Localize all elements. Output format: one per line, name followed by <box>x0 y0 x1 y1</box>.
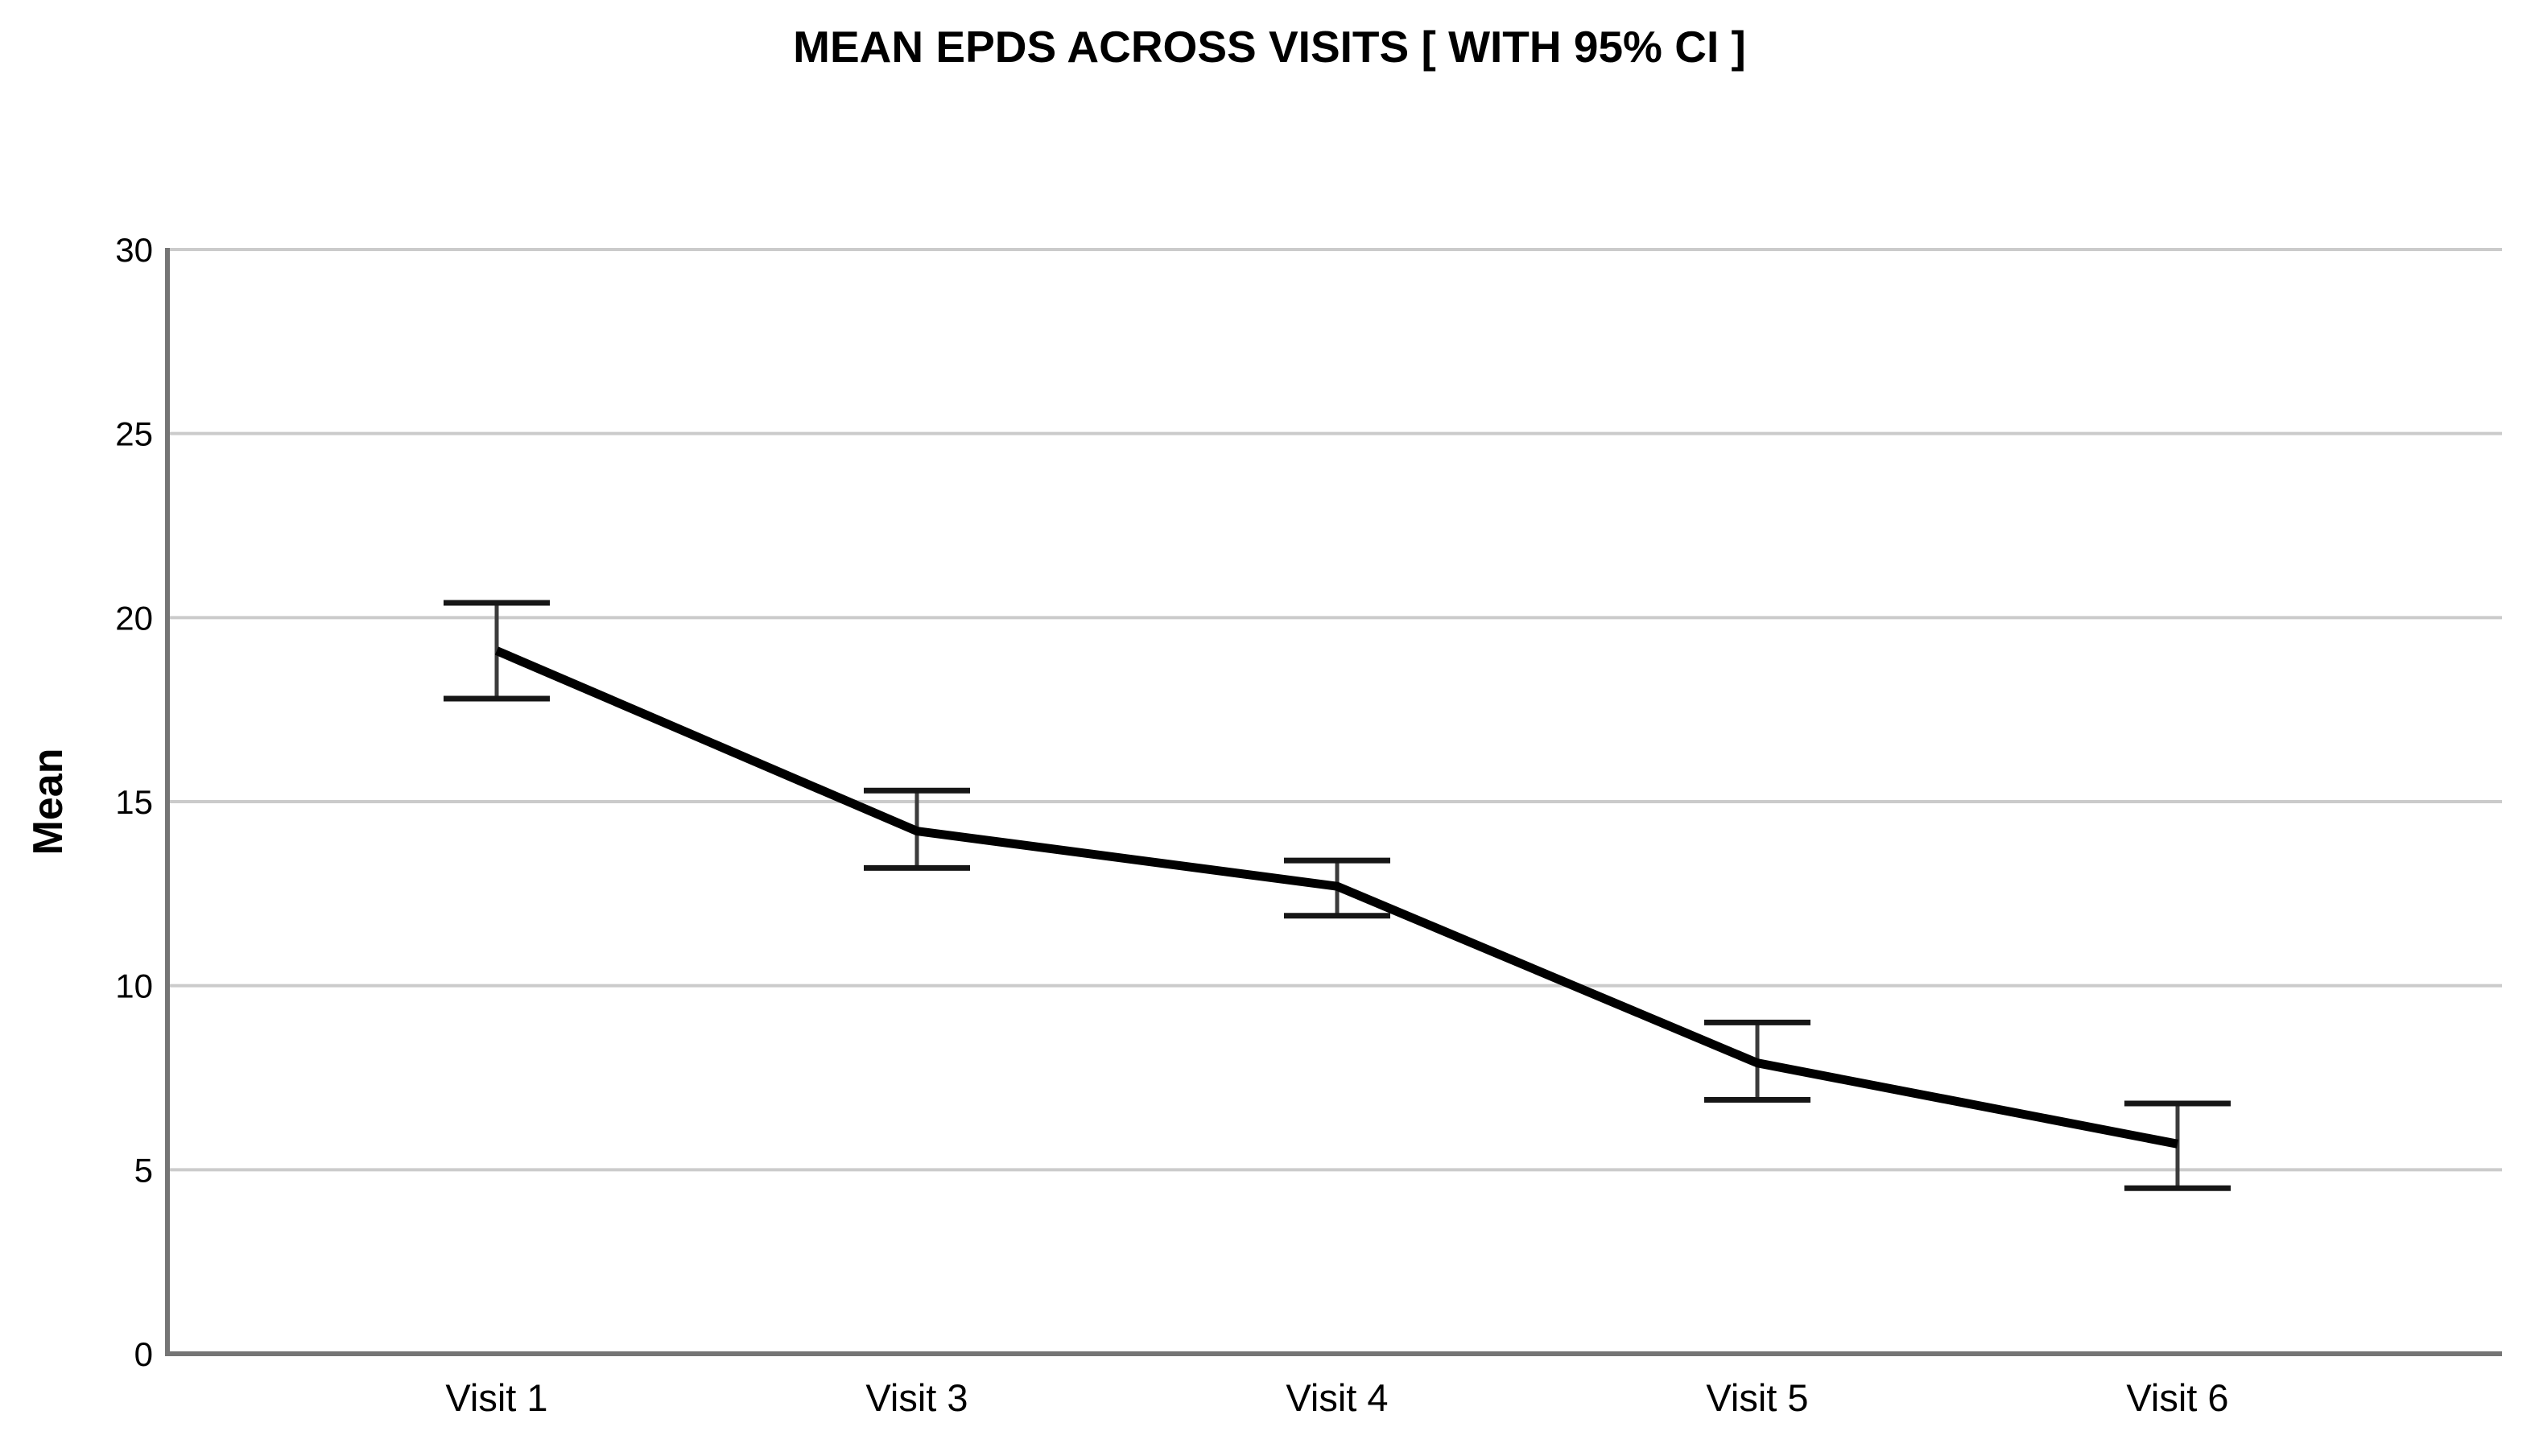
x-tick-label-0: Visit 1 <box>445 1376 547 1419</box>
mean-line <box>494 646 2179 1149</box>
y-tick-label-10: 10 <box>115 967 153 1005</box>
y-tick-label-15: 15 <box>115 783 153 821</box>
y-tick-label-25: 25 <box>115 415 153 453</box>
y-tick-label-20: 20 <box>115 599 153 637</box>
y-tick-label-0: 0 <box>134 1335 153 1373</box>
x-tick-label-2: Visit 4 <box>1286 1376 1388 1419</box>
x-tick-label-3: Visit 5 <box>1706 1376 1808 1419</box>
y-tick-label-5: 5 <box>134 1151 153 1189</box>
y-tick-label-30: 30 <box>115 231 153 269</box>
x-tick-label-1: Visit 3 <box>865 1376 968 1419</box>
chart-title: MEAN EPDS ACROSS VISITS [ WITH 95% CI ] <box>793 22 1746 72</box>
x-tick-label-4: Visit 6 <box>2126 1376 2228 1419</box>
